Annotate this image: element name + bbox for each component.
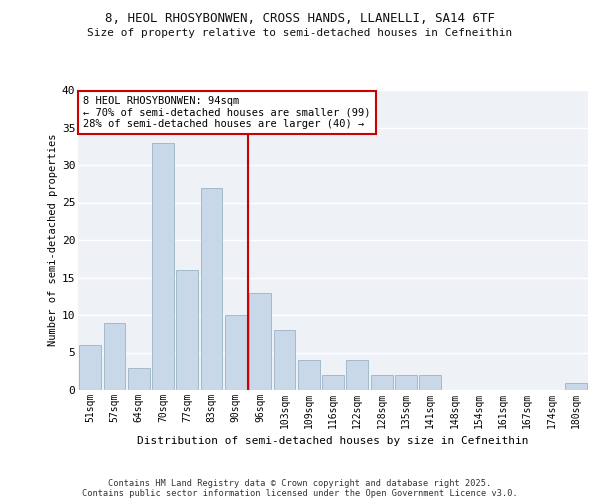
Bar	[274, 330, 295, 390]
Bar	[79, 345, 101, 390]
Bar	[128, 368, 149, 390]
Bar	[565, 382, 587, 390]
X-axis label: Distribution of semi-detached houses by size in Cefneithin: Distribution of semi-detached houses by …	[137, 436, 529, 446]
Text: Size of property relative to semi-detached houses in Cefneithin: Size of property relative to semi-detach…	[88, 28, 512, 38]
Bar	[225, 315, 247, 390]
Text: Contains HM Land Registry data © Crown copyright and database right 2025.: Contains HM Land Registry data © Crown c…	[109, 478, 491, 488]
Bar	[104, 322, 125, 390]
Text: 8, HEOL RHOSYBONWEN, CROSS HANDS, LLANELLI, SA14 6TF: 8, HEOL RHOSYBONWEN, CROSS HANDS, LLANEL…	[105, 12, 495, 26]
Bar	[346, 360, 368, 390]
Text: 8 HEOL RHOSYBONWEN: 94sqm
← 70% of semi-detached houses are smaller (99)
28% of : 8 HEOL RHOSYBONWEN: 94sqm ← 70% of semi-…	[83, 96, 371, 129]
Bar	[152, 142, 174, 390]
Bar	[322, 375, 344, 390]
Bar	[298, 360, 320, 390]
Y-axis label: Number of semi-detached properties: Number of semi-detached properties	[47, 134, 58, 346]
Bar	[200, 188, 223, 390]
Bar	[249, 292, 271, 390]
Bar	[395, 375, 417, 390]
Text: Contains public sector information licensed under the Open Government Licence v3: Contains public sector information licen…	[82, 488, 518, 498]
Bar	[419, 375, 441, 390]
Bar	[371, 375, 392, 390]
Bar	[176, 270, 198, 390]
